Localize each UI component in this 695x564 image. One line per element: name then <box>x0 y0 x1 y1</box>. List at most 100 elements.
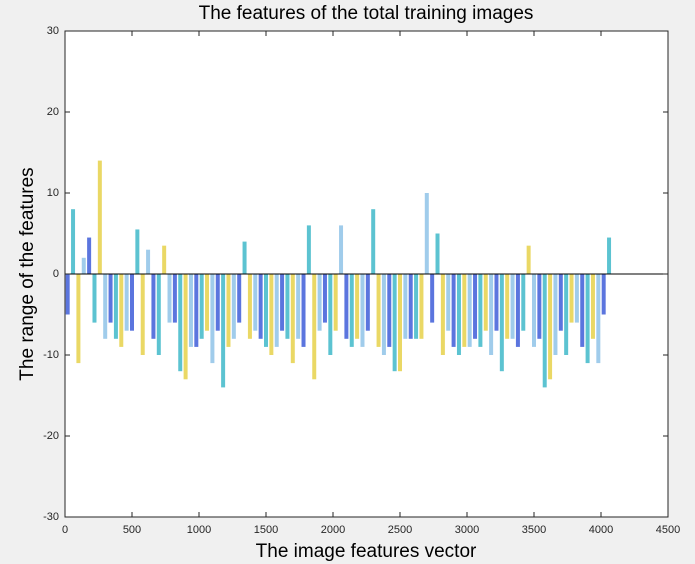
bar <box>119 274 124 347</box>
bar <box>76 274 81 364</box>
bar <box>456 274 461 355</box>
bar <box>451 274 456 347</box>
bar <box>424 193 429 274</box>
y-tick-label: 10 <box>47 187 59 199</box>
bar <box>226 274 231 347</box>
y-tick-label: 30 <box>47 25 59 37</box>
bar <box>194 274 199 347</box>
bar <box>135 229 140 274</box>
bar <box>285 274 290 339</box>
bar <box>355 274 360 339</box>
bar <box>542 274 547 388</box>
bar <box>333 274 338 331</box>
bar <box>264 274 268 347</box>
bar <box>339 225 344 274</box>
y-axis-label: The range of the features <box>17 167 38 380</box>
bar <box>140 274 145 355</box>
bar <box>392 274 397 372</box>
bar <box>548 274 553 380</box>
y-tick-label: 0 <box>53 268 59 280</box>
bar <box>253 274 258 331</box>
bar <box>381 274 386 355</box>
bar <box>97 160 102 274</box>
x-tick-label: 500 <box>123 524 141 536</box>
bar <box>172 274 177 323</box>
y-tick-label: -10 <box>43 349 59 361</box>
bar <box>344 274 349 339</box>
bar <box>590 274 595 339</box>
bar <box>65 274 70 315</box>
bar <box>92 274 97 323</box>
x-tick-label: 1500 <box>254 524 278 536</box>
bar <box>499 274 504 372</box>
bar <box>596 274 601 364</box>
bar <box>483 274 488 331</box>
bar <box>103 274 108 339</box>
bar <box>349 274 354 347</box>
bar <box>280 274 285 331</box>
bar <box>274 274 279 347</box>
bar <box>317 274 322 331</box>
bar <box>258 274 263 339</box>
y-tick-label: -20 <box>43 430 59 442</box>
bar <box>360 274 365 347</box>
bar <box>130 274 134 331</box>
bar <box>371 209 376 274</box>
bar <box>430 274 435 323</box>
x-tick-label: 4500 <box>656 524 680 536</box>
chart-title: The features of the total training image… <box>199 3 534 24</box>
bar <box>558 274 563 331</box>
bar <box>478 274 483 347</box>
bar <box>446 274 451 331</box>
bar <box>87 237 92 274</box>
bar <box>312 274 317 380</box>
bar <box>247 274 252 339</box>
bar <box>290 274 295 364</box>
bar <box>398 274 402 372</box>
bar <box>124 274 129 331</box>
x-tick-label: 0 <box>62 524 68 536</box>
bar <box>403 274 408 339</box>
bar <box>242 241 247 274</box>
bar <box>301 274 306 347</box>
bar <box>156 274 161 355</box>
bar <box>494 274 499 331</box>
bar <box>237 274 242 323</box>
bar <box>108 274 113 323</box>
bar <box>462 274 467 347</box>
bar <box>162 245 167 274</box>
y-tick-label: -30 <box>43 511 59 523</box>
bar <box>167 274 172 323</box>
x-tick-label: 4000 <box>589 524 613 536</box>
bar <box>467 274 472 347</box>
bar <box>210 274 215 364</box>
bar <box>419 274 424 339</box>
bar <box>81 257 86 274</box>
bar <box>387 274 392 347</box>
bar <box>580 274 585 347</box>
bar <box>489 274 494 355</box>
x-tick-label: 1000 <box>187 524 211 536</box>
y-tick-label: 20 <box>47 106 59 118</box>
x-tick-label: 2500 <box>388 524 412 536</box>
bar <box>113 274 118 339</box>
bar <box>199 274 204 339</box>
bar <box>607 237 612 274</box>
bar <box>601 274 606 315</box>
bar <box>215 274 220 331</box>
bar <box>188 274 193 347</box>
bar <box>532 274 536 347</box>
x-axis-label: The image features vector <box>256 541 477 562</box>
bar <box>440 274 445 355</box>
bar <box>296 274 301 339</box>
bar <box>151 274 156 339</box>
bar <box>306 225 311 274</box>
bar <box>435 233 440 274</box>
x-tick-label: 2000 <box>321 524 345 536</box>
bar <box>505 274 510 339</box>
bar <box>564 274 569 355</box>
bar <box>414 274 419 339</box>
bar <box>521 274 526 331</box>
